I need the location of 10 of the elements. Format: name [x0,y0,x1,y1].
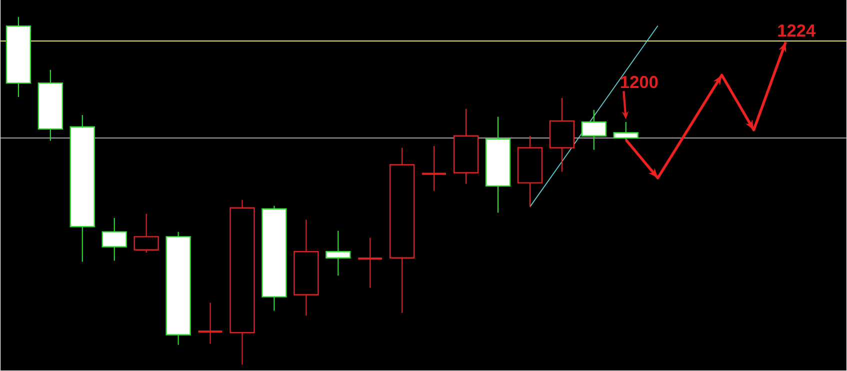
candlestick [581,110,606,151]
annotation: 1200 [621,76,658,88]
candlestick [613,122,638,140]
candlestick [421,146,448,192]
candlestick [197,302,224,345]
candlestick [357,237,384,289]
candlestick [326,230,351,276]
candlestick [134,213,159,254]
candlestick [102,218,127,262]
annotation: 1224 [778,24,816,37]
